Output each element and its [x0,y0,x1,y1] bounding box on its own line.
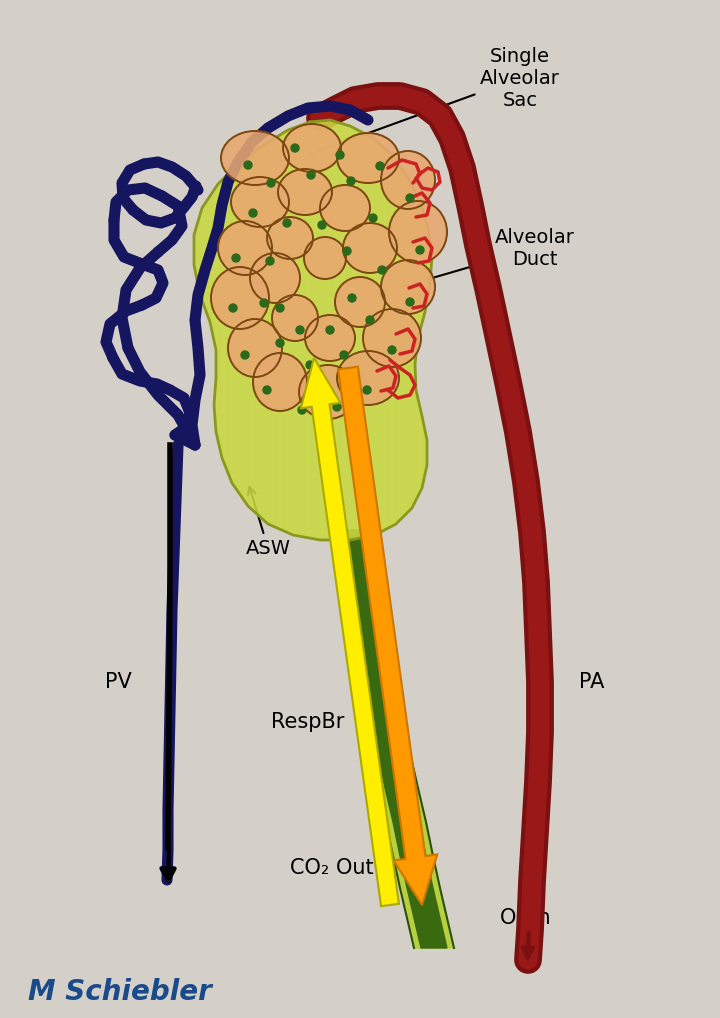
Ellipse shape [211,267,269,329]
Polygon shape [194,120,432,540]
Circle shape [232,254,240,262]
Circle shape [276,339,284,347]
Polygon shape [342,530,447,948]
Text: O₂ In: O₂ In [500,908,551,928]
Circle shape [363,386,371,394]
Circle shape [296,326,304,334]
Circle shape [241,351,249,359]
Circle shape [388,346,396,354]
Text: RespBr: RespBr [271,712,345,732]
Ellipse shape [272,295,318,341]
Ellipse shape [253,353,307,411]
Circle shape [343,247,351,254]
Ellipse shape [250,253,300,303]
Circle shape [260,299,268,307]
Ellipse shape [335,277,385,327]
FancyArrow shape [301,358,399,906]
Circle shape [267,179,275,187]
Circle shape [244,161,252,169]
Circle shape [333,403,341,411]
Text: Alveolar
Duct: Alveolar Duct [400,227,575,287]
Text: CO₂ Out: CO₂ Out [290,858,374,878]
Polygon shape [335,530,454,948]
Ellipse shape [381,151,435,209]
Ellipse shape [228,319,282,377]
Text: M Schiebler: M Schiebler [28,978,212,1006]
Circle shape [366,316,374,324]
Circle shape [263,386,271,394]
Circle shape [298,406,306,414]
Ellipse shape [218,221,272,275]
Text: PV: PV [104,672,131,692]
Ellipse shape [304,237,346,279]
Circle shape [291,144,299,152]
Text: PA: PA [580,672,605,692]
Ellipse shape [267,217,313,259]
Ellipse shape [305,315,355,361]
Ellipse shape [337,133,399,183]
Text: ASW: ASW [246,487,290,558]
Ellipse shape [278,169,332,215]
Circle shape [336,151,344,159]
Circle shape [347,177,355,185]
Ellipse shape [389,201,447,263]
Circle shape [283,219,291,227]
Circle shape [406,194,414,202]
Ellipse shape [283,124,341,172]
Circle shape [318,221,326,229]
Circle shape [378,266,386,274]
Ellipse shape [231,177,289,227]
Circle shape [348,294,356,302]
Circle shape [306,361,314,369]
Circle shape [276,304,284,312]
Circle shape [249,209,257,217]
Ellipse shape [337,351,399,405]
Ellipse shape [299,365,357,419]
Circle shape [340,351,348,359]
Circle shape [307,171,315,179]
Circle shape [326,326,334,334]
Ellipse shape [363,309,421,367]
Circle shape [369,214,377,222]
Ellipse shape [320,185,370,231]
Ellipse shape [343,223,397,273]
Text: Single
Alveolar
Sac: Single Alveolar Sac [310,47,560,154]
Circle shape [229,304,237,312]
Circle shape [266,257,274,265]
Ellipse shape [221,131,289,185]
Circle shape [376,162,384,170]
Circle shape [416,246,424,254]
FancyArrow shape [338,366,437,905]
Ellipse shape [381,260,435,314]
Circle shape [406,298,414,306]
